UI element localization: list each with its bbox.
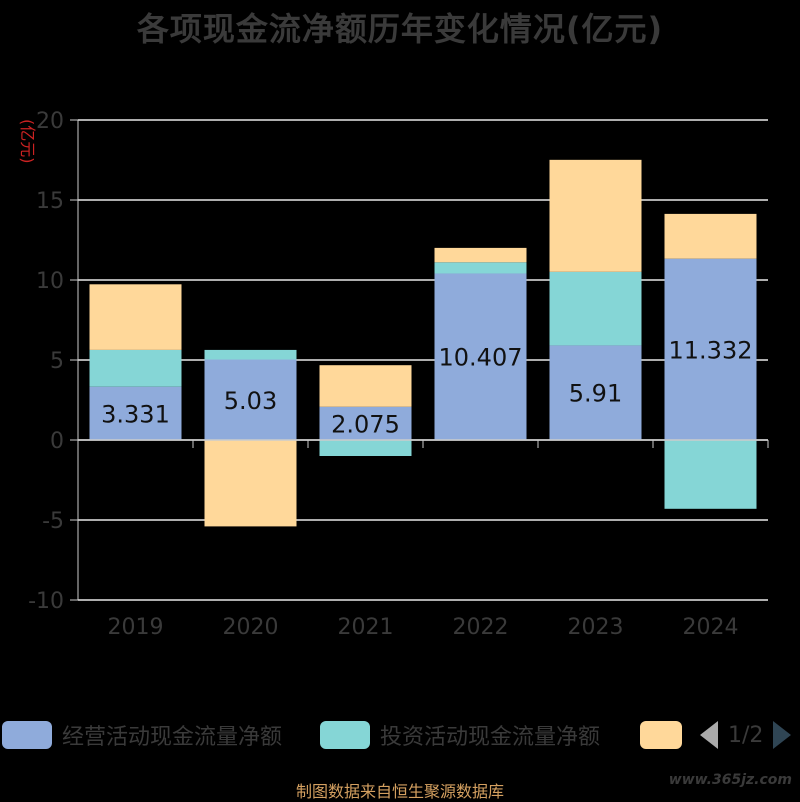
bar-operating-2022	[434, 273, 527, 440]
legend-item-financing[interactable]	[640, 715, 682, 755]
y-axis-unit-label: (亿元)	[18, 119, 37, 164]
watermark: www.365jz.com	[668, 772, 792, 788]
legend-swatch-operating	[2, 721, 52, 749]
bar-investing-2022	[434, 262, 527, 274]
legend-pager: 1/2	[700, 715, 800, 755]
y-tick-label: 10	[36, 269, 64, 294]
bar-financing-2024	[664, 213, 757, 259]
data-label-2020: 5.03	[224, 387, 277, 415]
y-tick-label: 20	[36, 109, 64, 134]
bar-operating-2019	[89, 386, 182, 440]
y-tick-label: -10	[28, 589, 64, 614]
bar-financing-2023	[549, 159, 642, 272]
pager-text: 1/2	[728, 722, 764, 748]
bar-financing-2020	[204, 440, 297, 527]
data-label-2021: 2.075	[331, 410, 400, 438]
x-tick-label: 2022	[453, 615, 509, 640]
data-label-2019: 3.331	[101, 400, 170, 428]
y-tick-label: 5	[50, 349, 64, 374]
x-tick-label: 2021	[338, 615, 394, 640]
data-label-2023: 5.91	[569, 380, 622, 408]
bar-financing-2019	[89, 284, 182, 350]
x-tick-label: 2020	[223, 615, 279, 640]
bar-financing-2022	[434, 247, 527, 263]
y-tick-label: 0	[50, 429, 64, 454]
y-tick-label: 15	[36, 189, 64, 214]
bar-investing-2023	[549, 271, 642, 346]
pager-prev-icon[interactable]	[700, 721, 718, 749]
legend-item-operating[interactable]: 经营活动现金流量净额	[2, 715, 282, 755]
chart-legend: 经营活动现金流量净额 投资活动现金流量净额	[0, 715, 800, 755]
bar-operating-2021	[319, 406, 412, 440]
pager-next-icon[interactable]	[773, 721, 792, 749]
legend-swatch-financing	[640, 721, 682, 749]
x-tick-label: 2024	[683, 615, 739, 640]
legend-swatch-investing	[320, 721, 370, 749]
legend-label-investing: 投资活动现金流量净额	[380, 725, 601, 750]
data-label-2022: 10.407	[439, 344, 523, 372]
chart-title: 各项现金流净额历年变化情况(亿元)	[136, 10, 664, 48]
bar-investing-2020	[204, 349, 297, 360]
bar-financing-2021	[319, 365, 412, 407]
data-label-2024: 11.332	[669, 336, 753, 364]
bar-operating-2023	[549, 345, 642, 440]
bar-investing-2021	[319, 440, 412, 456]
x-tick-label: 2023	[568, 615, 624, 640]
y-tick-label: -5	[42, 509, 64, 534]
legend-item-investing[interactable]: 投资活动现金流量净额	[320, 715, 600, 755]
legend-label-operating: 经营活动现金流量净额	[62, 725, 283, 750]
bar-investing-2019	[89, 349, 182, 387]
x-tick-label: 2019	[108, 615, 164, 640]
bar-operating-2020	[204, 359, 297, 440]
bar-investing-2024	[664, 440, 757, 509]
bar-operating-2024	[664, 258, 757, 440]
source-note: 制图数据来自恒生聚源数据库	[295, 782, 504, 801]
